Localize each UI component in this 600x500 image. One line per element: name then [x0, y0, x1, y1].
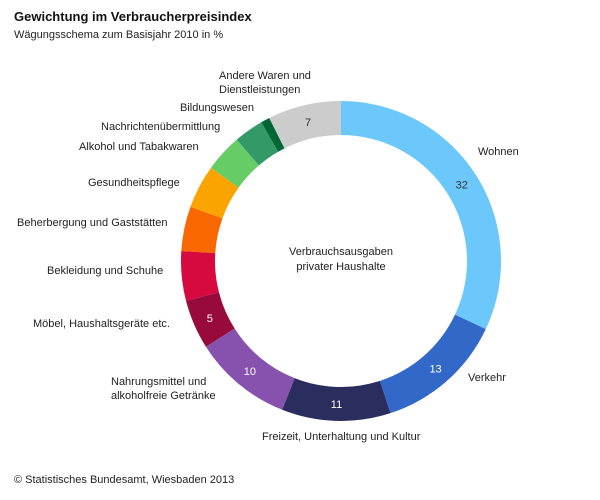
slice-category-label-6: Beherbergung und Gaststätten — [17, 217, 167, 229]
slice-category-label-3: Nahrungsmittel und — [111, 376, 206, 388]
slice-category-label-5: Bekleidung und Schuhe — [47, 265, 163, 277]
slice-1 — [379, 314, 486, 414]
slice-value-label-0: 32 — [456, 179, 468, 191]
slice-11 — [269, 101, 341, 149]
donut-slices — [180, 101, 502, 422]
slice-category-label-4: Möbel, Haushaltsgeräte etc. — [33, 318, 170, 330]
slice-category-label-11: Dienstleistungen — [219, 84, 300, 96]
slice-category-label-2: Freizeit, Unterhaltung und Kultur — [262, 431, 421, 443]
chart-subtitle: Wägungsschema zum Basisjahr 2010 in % — [14, 29, 224, 41]
slice-category-label-3: alkoholfreie Getränke — [111, 390, 216, 402]
slice-9 — [236, 122, 279, 166]
slice-8 — [210, 139, 259, 188]
slice-0 — [341, 101, 502, 330]
source-note: © Statistisches Bundesamt, Wiesbaden 201… — [14, 474, 235, 486]
slice-category-label-9: Nachrichtenübermittlung — [101, 121, 220, 133]
slice-category-label-8: Alkohol und Tabakwaren — [79, 141, 199, 153]
slice-category-label-7: Gesundheitspflege — [88, 177, 180, 189]
slice-value-label-11: 7 — [305, 117, 311, 129]
slice-5 — [180, 250, 219, 301]
slice-category-label-10: Bildungswesen — [180, 102, 254, 114]
slice-value-label-1: 13 — [429, 363, 441, 375]
center-label: Verbrauchsausgaben privater Haushalte — [289, 246, 393, 273]
slice-category-label-11: Andere Waren und — [219, 70, 311, 82]
donut-value-labels: 32 13 11 10 5 7 — [207, 117, 468, 411]
slice-6 — [181, 206, 223, 254]
slice-value-label-2: 11 — [331, 399, 342, 411]
chart-title: Gewichtung im Verbraucherpreisindex — [14, 9, 252, 24]
slice-3 — [205, 328, 295, 410]
slice-4 — [186, 292, 235, 347]
slice-category-label-0: Wohnen — [478, 146, 519, 158]
slice-value-label-4: 5 — [207, 313, 213, 325]
center-label-line: privater Haushalte — [296, 261, 385, 273]
center-label-line: Verbrauchsausgaben — [289, 246, 393, 258]
slice-2 — [282, 378, 391, 422]
slice-value-label-3: 10 — [244, 366, 256, 378]
slice-7 — [190, 167, 239, 219]
slice-10 — [261, 117, 285, 152]
category-labels: Wohnen Verkehr Freizeit, Unterhaltung und … — [17, 70, 519, 443]
slice-category-label-1: Verkehr — [468, 372, 506, 384]
